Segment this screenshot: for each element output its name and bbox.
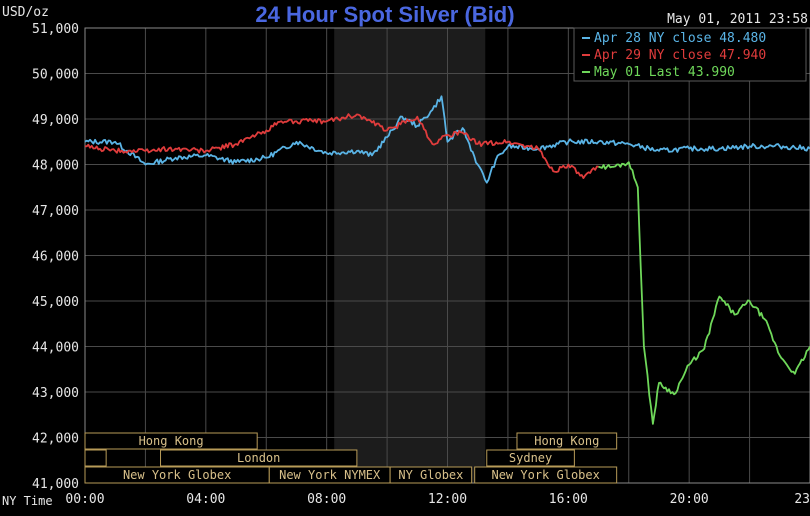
session-box	[84, 432, 258, 450]
x-tick-label: 20:00	[670, 492, 709, 507]
session-box	[516, 432, 618, 450]
session-box	[474, 466, 618, 484]
y-tick-label: 42,000	[32, 432, 79, 447]
session-box	[389, 466, 473, 484]
series-line	[85, 113, 599, 180]
legend-entry: Apr 28 NY close 48.480	[594, 31, 766, 46]
x-axis-ticks: 00:00 04:00 08:00 12:00 16:00 20:00 23:5	[65, 492, 810, 507]
session-box	[160, 449, 358, 467]
x-tick-label: 12:00	[428, 492, 467, 507]
session-label: New York Globex	[491, 468, 599, 482]
session-label: Hong Kong	[139, 434, 204, 448]
session-label: Hong Kong	[534, 434, 599, 448]
y-tick-label: 44,000	[32, 341, 79, 356]
x-tick-label: 04:00	[186, 492, 225, 507]
legend-value: 48.480	[719, 31, 766, 46]
y-tick-label: 50,000	[32, 68, 79, 83]
series-group	[84, 95, 810, 425]
x-tick-label: 08:00	[307, 492, 346, 507]
session-box	[84, 449, 107, 467]
x-axis-label: NY Time	[2, 494, 53, 508]
session-label: New York NYMEX	[279, 468, 381, 482]
chart-timestamp: May 01, 2011 23:58	[667, 12, 808, 27]
y-tick-label: 41,000	[32, 477, 79, 492]
session-label: NY Globex	[398, 468, 463, 482]
sessions: Hong Kong London New York Globex New York N…	[84, 432, 618, 484]
y-tick-label: 49,000	[32, 113, 79, 128]
chart-title: 24 Hour Spot Silver (Bid)	[255, 2, 514, 27]
y-tick-label: 46,000	[32, 250, 79, 265]
legend: Apr 28 NY close 48.480 Apr 29 NY close 47…	[573, 27, 807, 82]
legend-entry: Apr 29 NY close 47.940	[594, 48, 766, 63]
y-tick-label: 45,000	[32, 295, 79, 310]
y-tick-label: 47,000	[32, 204, 79, 219]
x-tick-label: 23:5	[794, 492, 810, 507]
session-label: New York Globex	[123, 468, 231, 482]
legend-value: 47.940	[719, 48, 766, 63]
y-axis-label: USD/oz	[2, 5, 49, 20]
y-tick-label: 48,000	[32, 159, 79, 174]
session-label: London	[237, 451, 280, 465]
y-tick-label: 43,000	[32, 386, 79, 401]
y-tick-label: 51,000	[32, 22, 79, 37]
legend-value: 43.990	[688, 65, 735, 80]
x-tick-label: 00:00	[65, 492, 104, 507]
legend-box	[573, 27, 807, 82]
legend-entry: May 01 Last 43.990	[594, 65, 735, 80]
x-tick-label: 16:00	[549, 492, 588, 507]
session-label: Sydney	[509, 451, 552, 465]
session-box	[486, 449, 575, 467]
grid	[85, 27, 810, 484]
y-axis-ticks: 51,000 50,000 49,000 48,000 47,000 46,000 45,0…	[32, 22, 79, 492]
series-line	[598, 161, 810, 425]
series-line	[84, 95, 810, 184]
